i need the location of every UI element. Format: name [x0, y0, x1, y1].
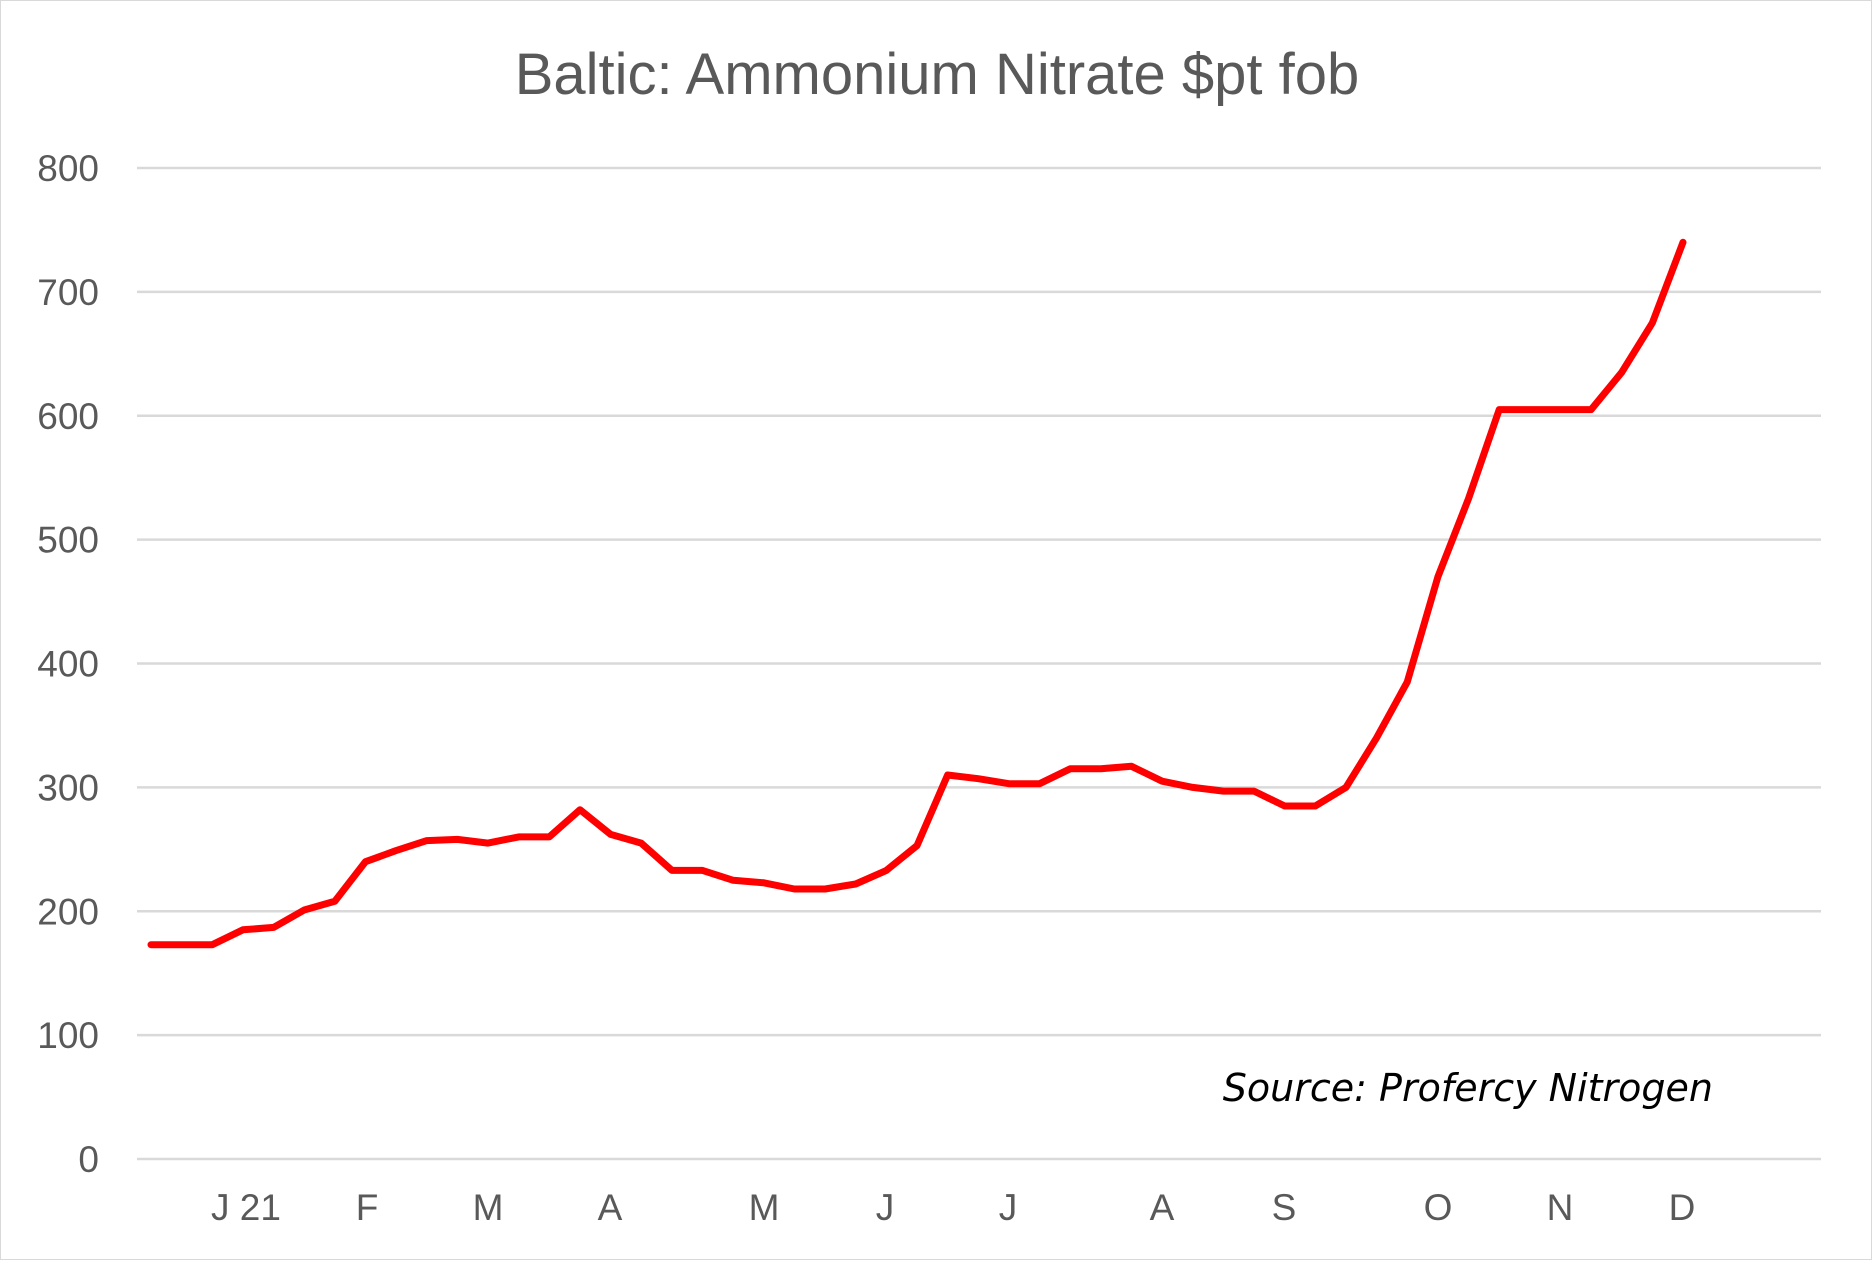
x-tick-label: A	[1150, 1187, 1175, 1228]
x-tick-label: J	[999, 1187, 1018, 1228]
chart-title: Baltic: Ammonium Nitrate $pt fob	[515, 42, 1360, 107]
x-tick-label: F	[356, 1187, 379, 1228]
x-tick-label: M	[749, 1187, 780, 1228]
y-tick-label: 100	[37, 1015, 99, 1056]
x-tick-label: J	[876, 1187, 895, 1228]
y-tick-label: 200	[37, 891, 99, 932]
x-tick-label: N	[1547, 1187, 1574, 1228]
y-tick-label: 300	[37, 767, 99, 808]
source-annotation: Source: Profercy Nitrogen	[1223, 1066, 1713, 1110]
x-tick-label: D	[1669, 1187, 1696, 1228]
y-tick-label: 0	[78, 1139, 99, 1180]
y-axis-ticks: 0 100 200 300 400 500 600 700 800	[37, 148, 99, 1180]
y-tick-label: 500	[37, 520, 99, 561]
x-axis-ticks: J 21 F M A M J J A S O N D	[211, 1187, 1695, 1228]
y-tick-label: 600	[37, 396, 99, 437]
y-tick-label: 400	[37, 644, 99, 685]
y-tick-label: 800	[37, 148, 99, 189]
series-line-ammonium-nitrate	[147, 238, 1687, 949]
x-tick-label: A	[598, 1187, 623, 1228]
x-tick-label: O	[1424, 1187, 1453, 1228]
x-tick-label: S	[1272, 1187, 1297, 1228]
x-tick-label: M	[473, 1187, 504, 1228]
y-tick-label: 700	[37, 272, 99, 313]
x-tick-label: J 21	[211, 1187, 281, 1228]
gridlines	[137, 166, 1821, 1161]
